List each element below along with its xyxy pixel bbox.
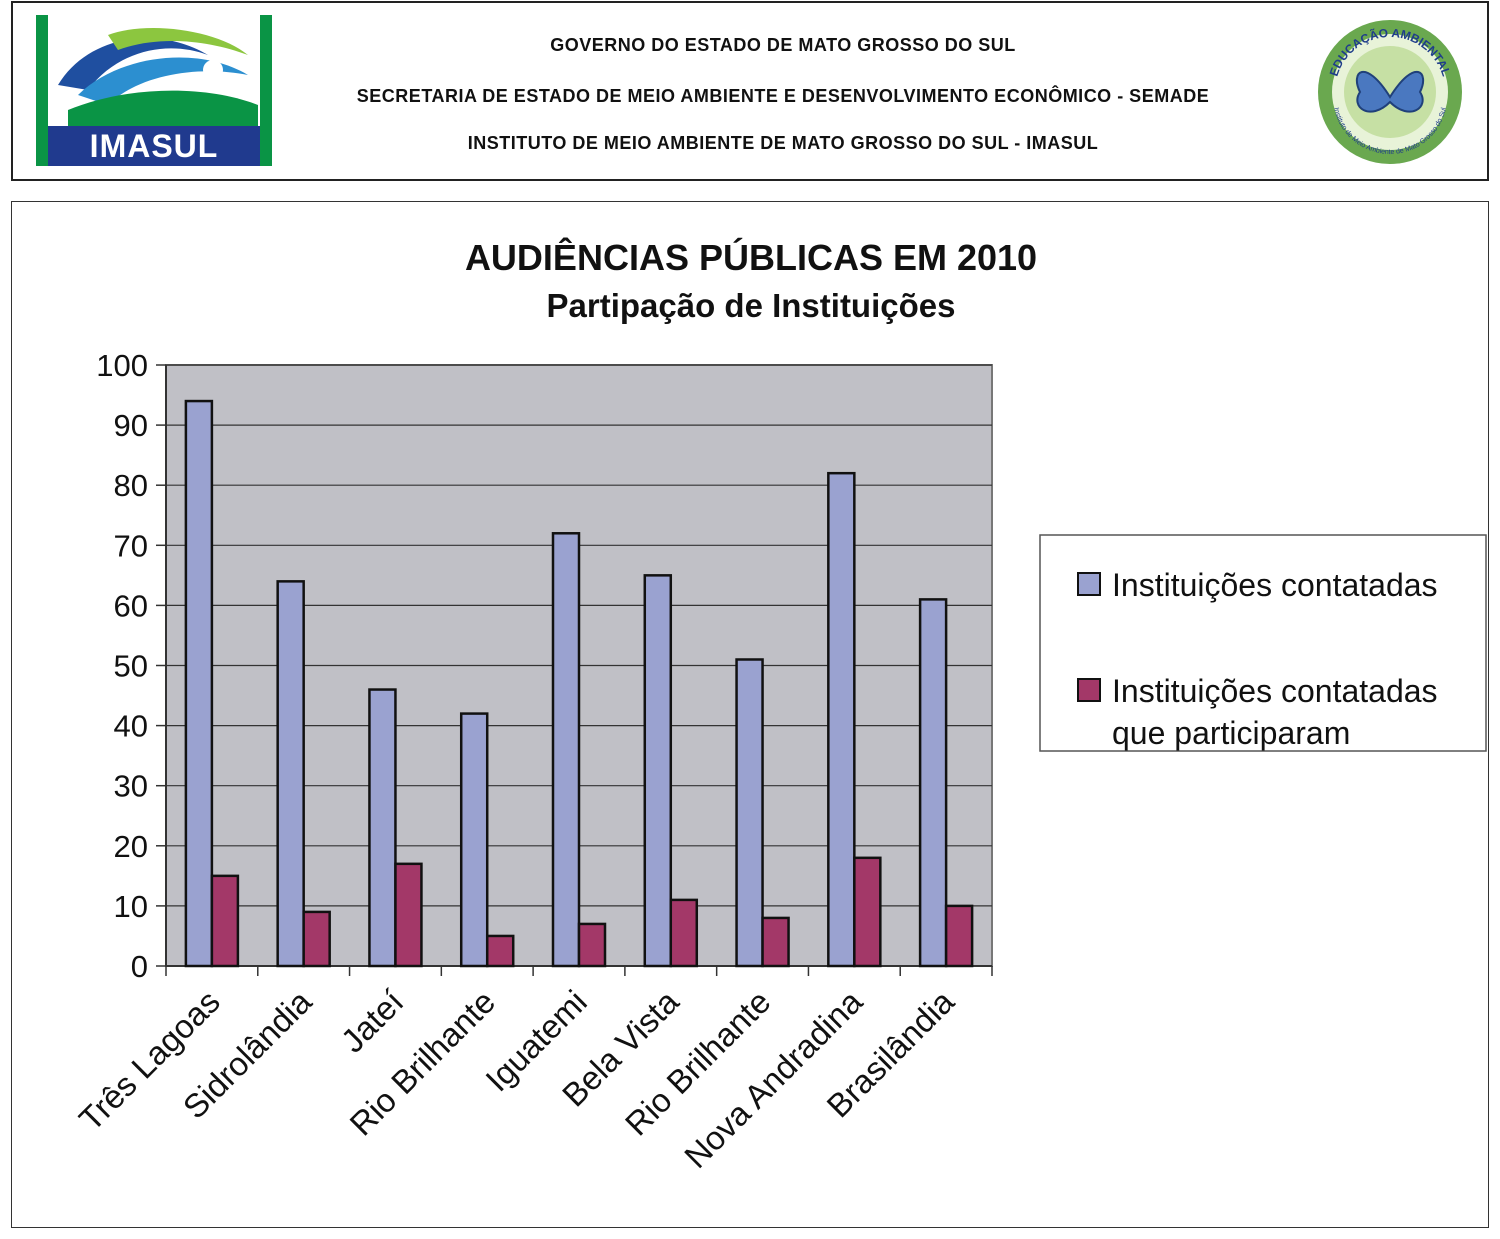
butterfly-icon (1355, 71, 1425, 113)
y-tick-label: 0 (131, 949, 148, 984)
y-tick-label: 80 (114, 468, 148, 503)
chart-title: AUDIÊNCIAS PÚBLICAS EM 2010 (465, 236, 1037, 278)
y-tick-label: 30 (114, 769, 148, 804)
bar-participated (394, 862, 423, 968)
y-tick-label: 90 (114, 408, 148, 443)
y-tick-label: 60 (114, 588, 148, 623)
bar-participated (669, 898, 699, 968)
header-line-government: GOVERNO DO ESTADO DE MATO GROSSO DO SUL (550, 35, 1016, 55)
y-tick-label: 40 (114, 709, 148, 744)
bar-chart: AUDIÊNCIAS PÚBLICAS EM 2010 Partipação d… (72, 236, 1487, 1175)
bar-contacted (276, 580, 305, 968)
bar-participated (853, 856, 882, 968)
imasul-logo: IMASUL (36, 15, 272, 166)
bar-participated (944, 904, 974, 968)
bar-contacted (459, 712, 489, 968)
page-header: IMASUL GOVERNO DO ESTADO DE MATO GROSSO … (11, 1, 1489, 181)
bar-participated (761, 916, 790, 968)
y-tick-label: 10 (114, 889, 148, 924)
chart-frame: AUDIÊNCIAS PÚBLICAS EM 2010 Partipação d… (11, 201, 1489, 1228)
header-line-secretariat: SECRETARIA DE ESTADO DE MEIO AMBIENTE E … (356, 86, 1210, 106)
bar-contacted (735, 658, 764, 968)
bar-participated (485, 934, 515, 968)
y-tick-label: 50 (114, 649, 148, 684)
chart-subtitle: Partipação de Instituições (547, 287, 956, 324)
legend-swatch-contacted (1077, 572, 1101, 596)
header-line-institute: INSTITUTO DE MEIO AMBIENTE DE MATO GROSS… (467, 133, 1099, 153)
y-tick-label: 70 (114, 528, 148, 563)
legend-label: Instituições contatadas (1112, 673, 1438, 709)
x-tick-label: Jateí (334, 983, 411, 1060)
bar-contacted (551, 532, 581, 968)
imasul-logo-text: IMASUL (48, 126, 260, 166)
y-tick-label: 20 (114, 829, 148, 864)
legend-swatch-participated (1077, 678, 1101, 702)
legend-label: Instituições contatadas (1112, 567, 1438, 603)
chart-legend: Instituições contatadas Instituições cont… (1039, 534, 1487, 752)
environmental-education-seal: EDUCAÇÃO AMBIENTAL Instituto de Meio Amb… (1315, 17, 1465, 167)
imasul-wave-graphic (58, 27, 258, 126)
bar-contacted (827, 471, 856, 968)
bar-participated (577, 922, 607, 968)
bar-participated (210, 874, 240, 968)
bar-contacted (643, 574, 673, 968)
bar-contacted (918, 598, 948, 968)
bar-contacted (368, 688, 397, 968)
y-tick-label: 100 (96, 348, 148, 383)
bar-participated (302, 910, 331, 968)
bar-contacted (184, 399, 214, 968)
legend-label: que participaram (1112, 715, 1350, 751)
legend-box (1039, 534, 1487, 752)
